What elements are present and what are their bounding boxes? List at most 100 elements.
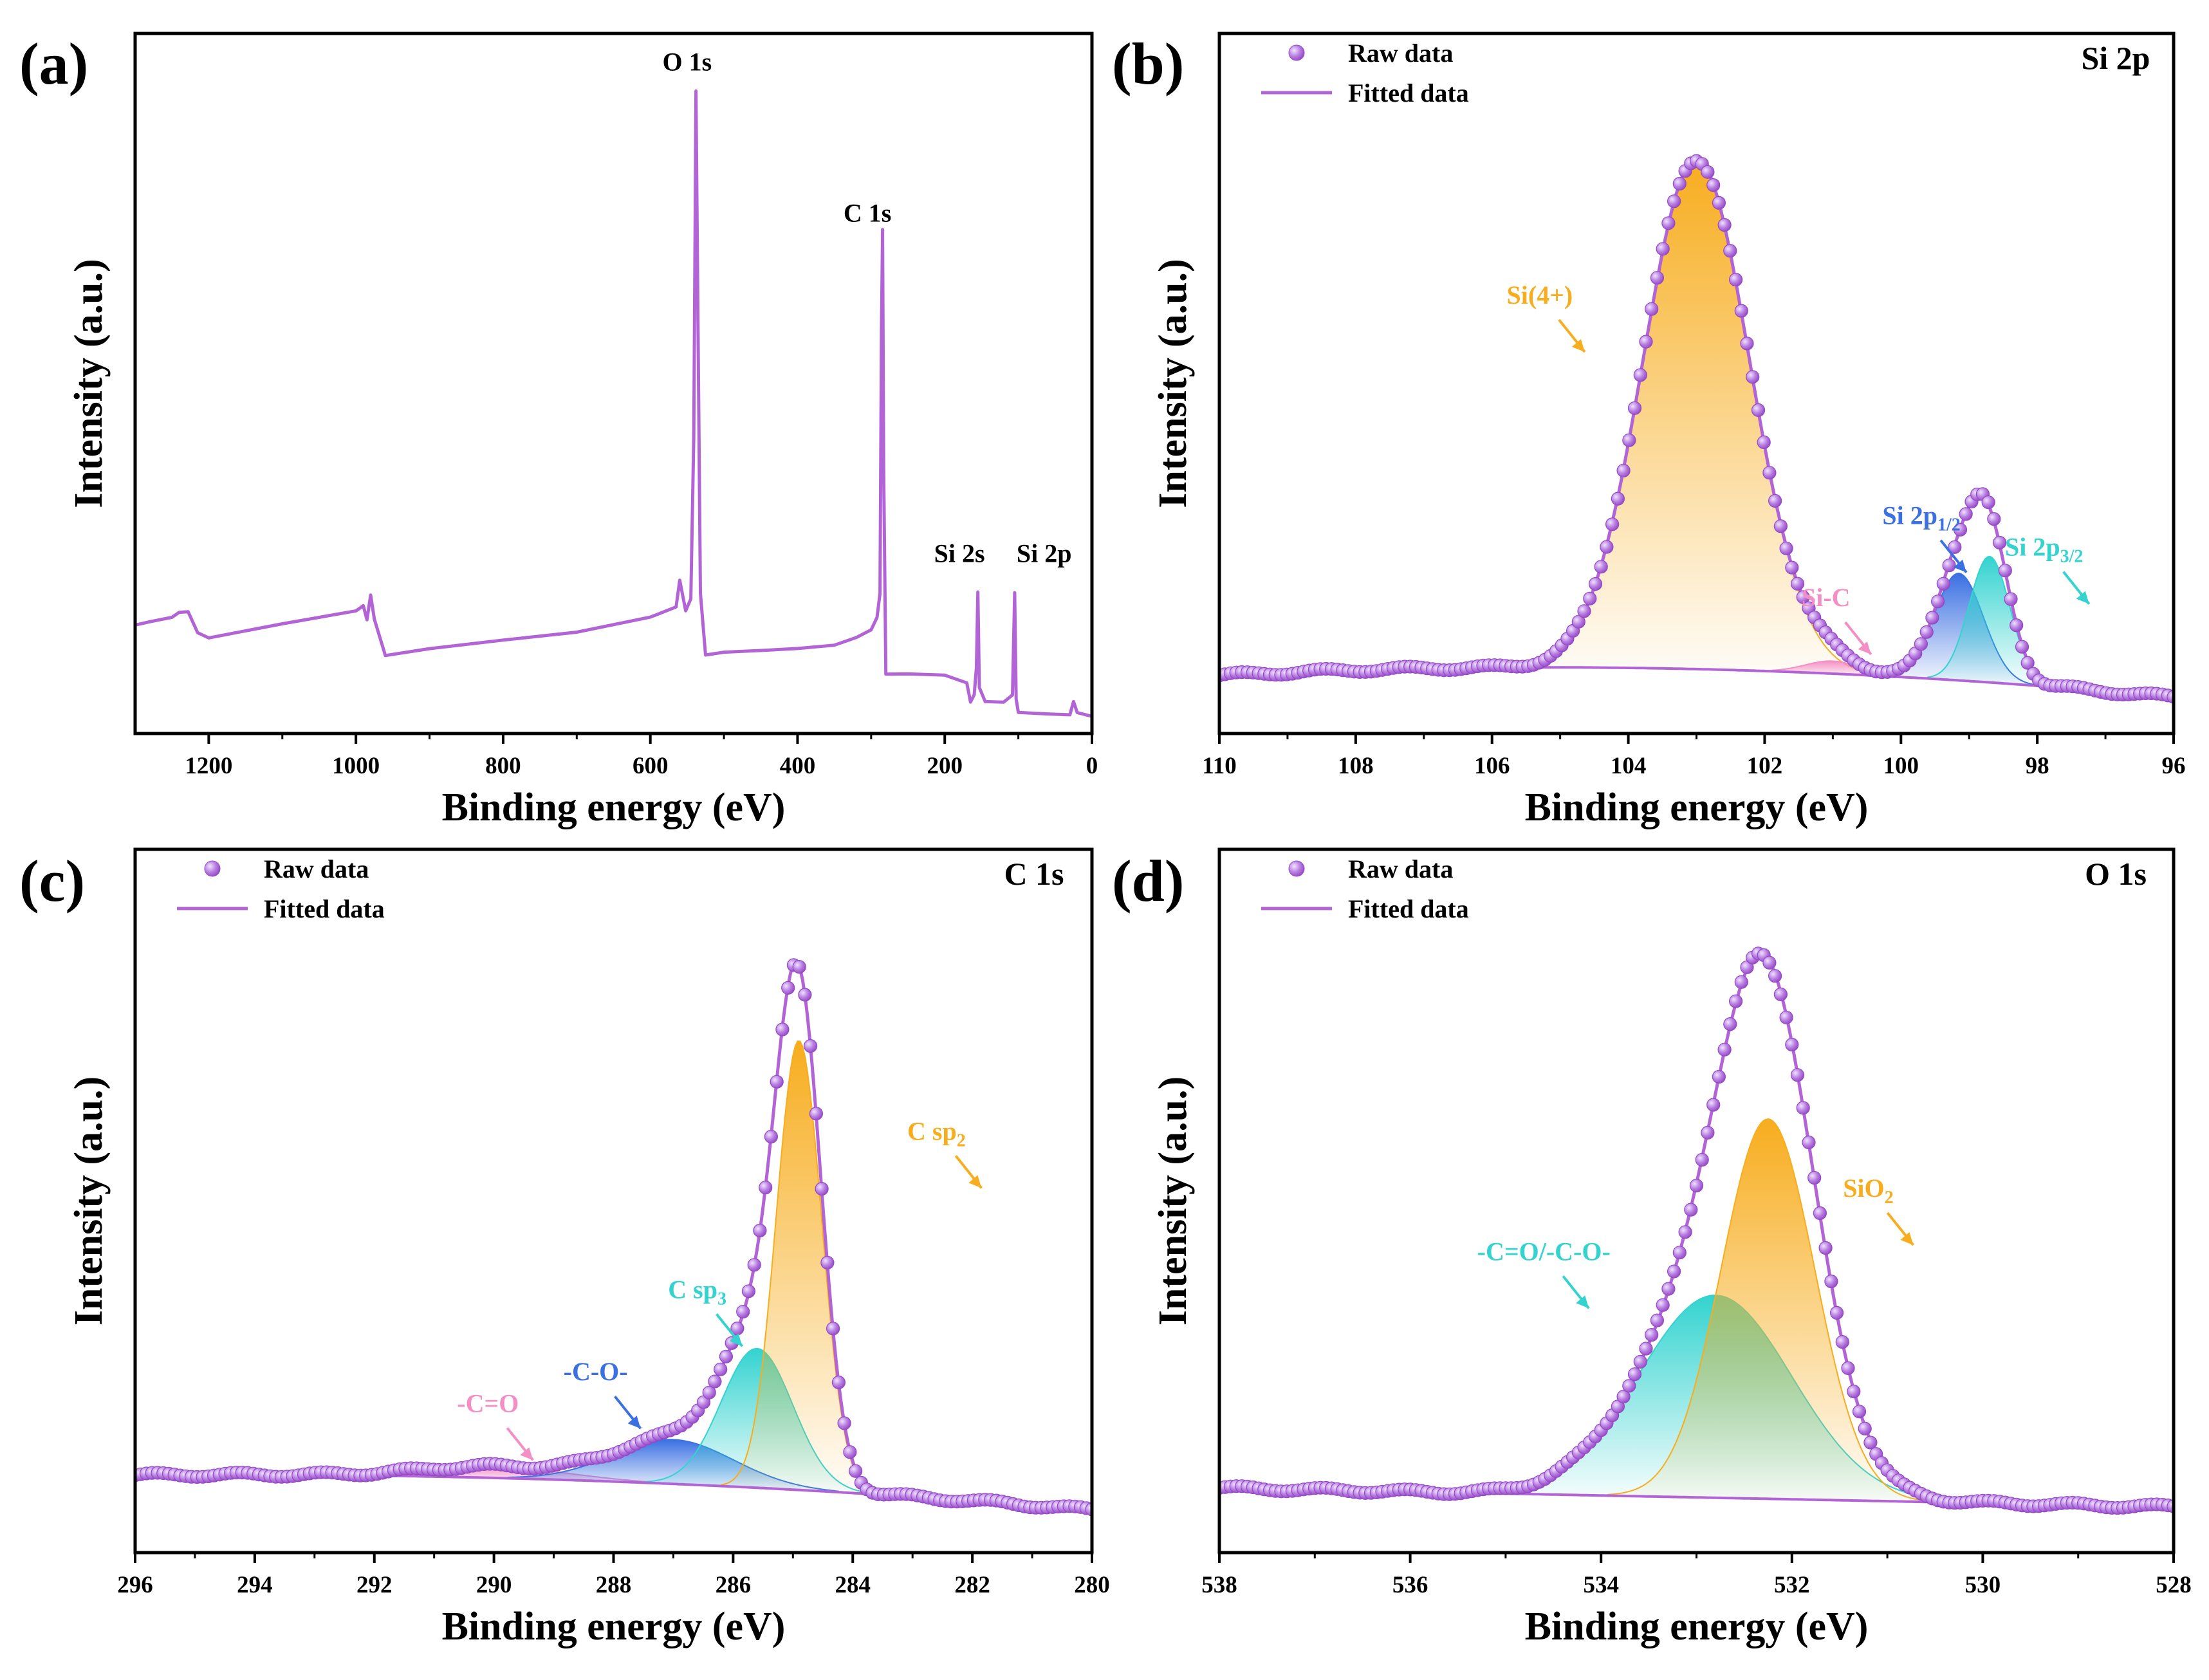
raw-point: [798, 988, 812, 1002]
raw-point: [848, 1464, 863, 1478]
peak-label-2: Si 2p1/2: [1882, 501, 1960, 535]
legend-raw-label: Raw data: [264, 854, 369, 883]
raw-point: [1746, 370, 1760, 384]
raw-point: [1998, 564, 2012, 578]
raw-point: [1914, 637, 1928, 651]
x-tick-label: 288: [596, 1572, 632, 1598]
raw-point: [1611, 492, 1625, 506]
peak-label-1: Si-C: [1802, 583, 1851, 612]
raw-point: [1622, 433, 1636, 447]
panel-label: (a): [19, 31, 88, 97]
legend-fit-label: Fitted data: [1348, 78, 1469, 107]
x-tick-label: 110: [1202, 753, 1236, 779]
raw-point: [1768, 494, 1782, 508]
x-tick-label: 530: [1965, 1572, 2001, 1598]
raw-point: [1616, 1390, 1631, 1404]
peak-arrowhead-0: [968, 1175, 982, 1188]
raw-data-markers: [1219, 154, 2174, 704]
raw-point: [1678, 1225, 1692, 1239]
legend-fit-label: Fitted data: [264, 894, 385, 923]
raw-point: [1701, 1125, 1715, 1140]
raw-point: [781, 981, 795, 995]
y-axis-title: Intensity (a.u.): [67, 259, 111, 508]
raw-point: [837, 1416, 851, 1430]
panel-a: O 1s C 1s Si 2s Si 2p 1200 1000 800 600 400 200 0 B…: [19, 31, 1098, 829]
raw-point: [1645, 1328, 1659, 1342]
raw-point: [770, 1075, 784, 1089]
raw-point: [2010, 618, 2024, 632]
x-tick-label: 538: [1201, 1572, 1237, 1598]
raw-point: [1852, 1405, 1867, 1419]
raw-point: [843, 1445, 857, 1459]
x-ticks: 110 108 106 104 102 100 98 96: [1202, 734, 2186, 779]
annotation-2: Si 2s: [934, 539, 985, 568]
raw-point: [1931, 595, 1945, 609]
raw-point: [792, 959, 806, 974]
peak-arrowhead-1: [1858, 641, 1871, 654]
raw-point: [1600, 540, 1614, 554]
x-ticks: 296 294 292 290 288 286 284 282 280: [117, 1553, 1110, 1598]
peak-arrowhead-0: [1571, 338, 1585, 352]
raw-point: [1734, 975, 1748, 989]
raw-point: [1650, 1313, 1664, 1327]
x-tick-label: 100: [1883, 753, 1919, 779]
legend-raw-marker: [204, 860, 221, 877]
raw-point: [815, 1181, 829, 1196]
raw-point: [1723, 244, 1737, 258]
x-tick-label: 534: [1583, 1572, 1619, 1598]
peak-label-1: -C=O/-C-O-: [1477, 1237, 1611, 1266]
raw-point: [1773, 987, 1788, 1002]
raw-point: [831, 1375, 846, 1390]
x-tick-label: 102: [1747, 753, 1783, 779]
raw-point: [741, 1284, 756, 1298]
raw-point: [1706, 178, 1721, 192]
x-ticks: 1200 1000 800 600 400 200 0: [185, 734, 1098, 779]
plot-area-d: [1219, 946, 2174, 1515]
annotation-1: C 1s: [844, 199, 891, 228]
raw-point: [1790, 577, 1805, 591]
raw-point: [1689, 1178, 1704, 1193]
annotation-0: O 1s: [663, 48, 712, 77]
raw-point: [826, 1322, 840, 1336]
raw-point: [736, 1304, 750, 1319]
raw-point: [1672, 176, 1687, 191]
raw-point: [1768, 969, 1782, 983]
x-tick-label: 532: [1774, 1572, 1810, 1598]
raw-point: [1717, 218, 1732, 232]
peak-arrowhead-1: [1576, 1295, 1589, 1309]
x-tick-label: 98: [2026, 753, 2049, 779]
peak-arrowhead-0: [1900, 1232, 1914, 1245]
peak-label-3: Si 2p3/2: [2005, 533, 2083, 567]
raw-point: [1757, 435, 1771, 450]
raw-point: [1762, 466, 1777, 480]
panel-label: (b): [1112, 31, 1184, 97]
raw-point: [1684, 1203, 1698, 1217]
x-tick-label: 0: [1086, 753, 1098, 779]
x-tick-label: 1000: [332, 753, 380, 779]
raw-point: [1729, 994, 1743, 1008]
raw-point: [714, 1362, 728, 1376]
x-axis-title: Binding energy (eV): [1525, 1605, 1869, 1648]
plot-area-c: [135, 958, 1092, 1517]
raw-point: [1936, 577, 1950, 591]
raw-point: [1740, 337, 1754, 351]
x-tick-label: 400: [780, 753, 816, 779]
raw-point: [1773, 519, 1788, 533]
raw-point: [1919, 625, 1934, 639]
raw-point: [1785, 1037, 1799, 1052]
raw-point: [1993, 535, 2007, 550]
raw-point: [1588, 577, 1603, 591]
raw-point: [1818, 1241, 1833, 1255]
raw-point: [1723, 1017, 1737, 1031]
raw-point: [1706, 1098, 1721, 1112]
raw-point: [1796, 590, 1810, 604]
fitted-line: [135, 959, 1092, 1512]
raw-point: [1633, 1354, 1647, 1369]
raw-point: [2020, 656, 2035, 670]
panel-label: (c): [19, 848, 85, 914]
raw-point: [1824, 1274, 1838, 1289]
peak-label-2: -C-O-: [564, 1357, 628, 1386]
x-tick-label: 528: [2156, 1572, 2192, 1598]
core-level-title: C 1s: [1004, 856, 1064, 892]
x-tick-label: 104: [1611, 753, 1647, 779]
